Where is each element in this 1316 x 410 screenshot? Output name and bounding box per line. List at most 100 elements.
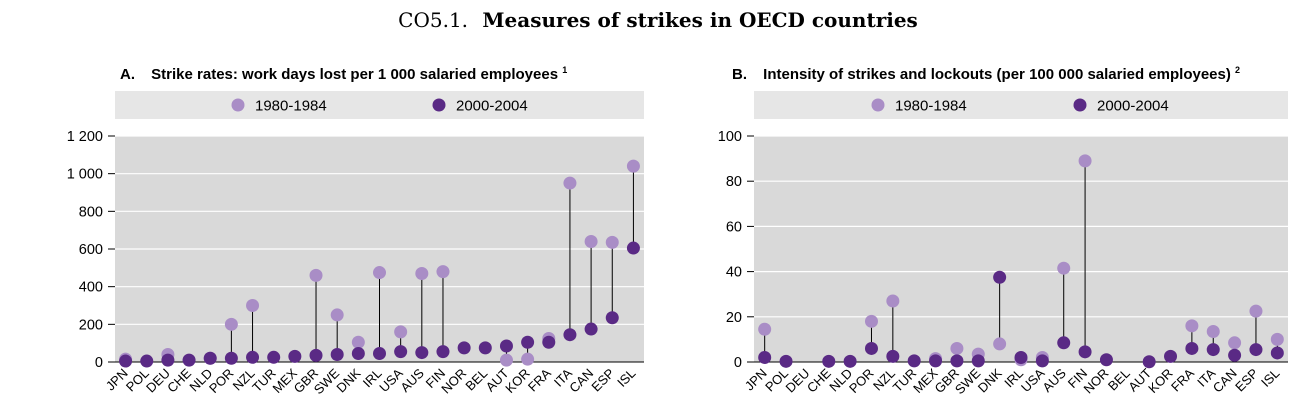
panel-a-point-1980-1984-aut xyxy=(499,353,513,367)
panel-a-point-1980-1984-can xyxy=(584,234,598,248)
panel-a-point-2000-2004-esp xyxy=(605,311,619,325)
panel-b-point-2000-2004-swe xyxy=(971,354,985,368)
panel-a-strike-rates: A. Strike rates: work days lost per 1 00… xyxy=(67,65,644,397)
panel-a-point-2000-2004-swe xyxy=(330,347,344,361)
panel-a-point-2000-2004-pol xyxy=(140,354,154,368)
panel-a-point-1980-1984-nzl xyxy=(246,299,260,312)
panel-a-point-2000-2004-isl xyxy=(626,241,640,255)
panel-b-point-2000-2004-nld xyxy=(843,354,857,368)
panel-a-xtick-label: ESP xyxy=(588,366,617,395)
panel-b-point-2000-2004-pol xyxy=(779,354,793,368)
panel-a-point-1980-1984-usa xyxy=(394,325,408,339)
panel-b-point-2000-2004-usa xyxy=(1035,354,1049,368)
panel-a-point-2000-2004-usa xyxy=(394,345,408,359)
panel-a-ytick-label: 1 000 xyxy=(67,167,103,183)
panel-b-point-1980-1984-fin xyxy=(1078,154,1092,168)
panel-a-point-2000-2004-che xyxy=(182,353,196,367)
panel-b-point-1980-1984-dnk xyxy=(993,337,1007,351)
panel-b-plot-area xyxy=(754,136,1288,362)
panel-a-ytick-label: 0 xyxy=(95,355,103,371)
panel-b-xtick-label: FRA xyxy=(1168,365,1197,394)
panel-b-point-1980-1984-jpn xyxy=(758,322,772,336)
panel-b-point-2000-2004-che xyxy=(822,354,836,368)
panel-a-legend-marker-1 xyxy=(432,98,446,112)
panel-b-point-2000-2004-nzl xyxy=(886,349,900,363)
panel-b-ytick-label: 20 xyxy=(726,310,742,326)
panel-a-legend-label-1: 2000-2004 xyxy=(456,98,528,115)
panel-a-point-1980-1984-kor xyxy=(521,352,535,366)
panel-b-point-2000-2004-ita xyxy=(1206,343,1220,357)
panel-a-point-1980-1984-irl xyxy=(373,266,386,280)
panel-b-ytick-label: 80 xyxy=(726,174,742,190)
panel-b-title: B. Intensity of strikes and lockouts (pe… xyxy=(732,65,1240,83)
chart-number: CO5.1. xyxy=(398,8,469,32)
panel-a-plot: 1980-1984 2000-2004 0 200 400 600 800 1 000 1 20… xyxy=(67,91,644,397)
panel-b-point-1980-1984-esp xyxy=(1249,304,1263,318)
panel-b-point-2000-2004-can xyxy=(1228,348,1242,362)
panel-b-point-2000-2004-esp xyxy=(1249,343,1263,357)
panel-a-point-2000-2004-ita xyxy=(563,328,577,342)
panel-a-point-1980-1984-esp xyxy=(605,235,619,249)
panel-b-point-1980-1984-isl xyxy=(1270,332,1284,346)
panel-a-point-2000-2004-mex xyxy=(288,349,302,363)
panel-b-point-2000-2004-tur xyxy=(907,354,921,368)
panel-b-ytick-label: 60 xyxy=(726,219,742,235)
panel-a-ytick-label: 600 xyxy=(79,242,103,258)
panel-a-point-2000-2004-fin xyxy=(436,345,450,359)
panel-a-point-1980-1984-por xyxy=(224,317,238,331)
panel-b-legend-marker-0 xyxy=(871,98,885,112)
panel-b-legend-marker-1 xyxy=(1073,98,1087,112)
panel-a-point-2000-2004-kor xyxy=(521,335,535,349)
panel-a-xtick-label: ISL xyxy=(614,366,638,390)
page-title: CO5.1. Measures of strikes in OECD count… xyxy=(0,8,1316,32)
panel-b-point-2000-2004-aut xyxy=(1142,355,1156,369)
panel-b-point-2000-2004-fra xyxy=(1185,341,1199,355)
panel-a-title-text: Strike rates: work days lost per 1 000 s… xyxy=(151,66,558,83)
panel-b-point-2000-2004-kor xyxy=(1164,349,1178,363)
panel-b-label: B. xyxy=(732,66,747,83)
panel-b-point-1980-1984-ita xyxy=(1206,324,1220,338)
panel-a-point-2000-2004-jpn xyxy=(119,354,133,368)
panel-a-ytick-label: 200 xyxy=(79,317,103,333)
panel-b-point-2000-2004-aus xyxy=(1057,336,1071,350)
panel-b-footnote-mark: 2 xyxy=(1235,65,1240,75)
panel-a-point-2000-2004-aut xyxy=(499,339,513,353)
panel-a-legend-marker-0 xyxy=(231,98,245,112)
panel-b-ytick-label: 40 xyxy=(726,265,742,281)
panel-a-point-2000-2004-nor xyxy=(457,341,471,355)
panel-a-point-1980-1984-aus xyxy=(415,266,429,280)
panel-b-point-2000-2004-por xyxy=(864,341,878,355)
panel-a-point-1980-1984-swe xyxy=(330,308,344,322)
panel-a-ytick-label: 1 200 xyxy=(67,129,103,145)
panel-a-point-1980-1984-isl xyxy=(626,159,640,173)
panel-b-point-2000-2004-isl xyxy=(1270,346,1284,360)
panel-a-point-2000-2004-can xyxy=(584,322,598,336)
panel-a-legend-label-0: 1980-1984 xyxy=(255,98,327,115)
panel-a-legend xyxy=(115,91,644,119)
panel-b-point-2000-2004-jpn xyxy=(758,350,772,364)
panel-a-point-2000-2004-dnk xyxy=(351,347,365,361)
panel-b-point-2000-2004-fin xyxy=(1078,345,1092,359)
panel-b-strike-intensity: B. Intensity of strikes and lockouts (pe… xyxy=(718,65,1288,397)
panel-a-point-2000-2004-fra xyxy=(542,335,556,349)
panel-b-ytick-label: 0 xyxy=(734,355,742,371)
chart-title: Measures of strikes in OECD countries xyxy=(482,8,918,32)
panel-a-point-2000-2004-aus xyxy=(415,346,429,360)
panel-a-xtick-label: FRA xyxy=(525,365,554,394)
panel-a-point-2000-2004-tur xyxy=(267,350,281,364)
panel-a-point-2000-2004-gbr xyxy=(309,348,323,362)
panel-b-point-1980-1984-nzl xyxy=(886,294,900,308)
panel-b-point-1980-1984-gbr xyxy=(950,341,964,355)
panel-a-ytick-label: 400 xyxy=(79,280,103,296)
panel-a-point-2000-2004-nld xyxy=(203,351,217,365)
panel-a-point-2000-2004-nzl xyxy=(246,350,260,364)
panel-b-point-1980-1984-aus xyxy=(1057,261,1071,275)
panel-a-point-2000-2004-irl xyxy=(373,347,386,361)
panel-b-legend-label-0: 1980-1984 xyxy=(895,98,967,115)
panel-a-point-1980-1984-dnk xyxy=(351,335,365,349)
panel-b-plot: 1980-1984 2000-2004020406080100JPNPOLDEUC… xyxy=(718,91,1288,397)
panel-a-point-2000-2004-por xyxy=(224,351,238,365)
panel-a-footnote-mark: 1 xyxy=(562,65,567,75)
panel-b-ytick-label: 100 xyxy=(718,129,742,145)
panel-b-xtick-label: ESP xyxy=(1232,366,1261,395)
